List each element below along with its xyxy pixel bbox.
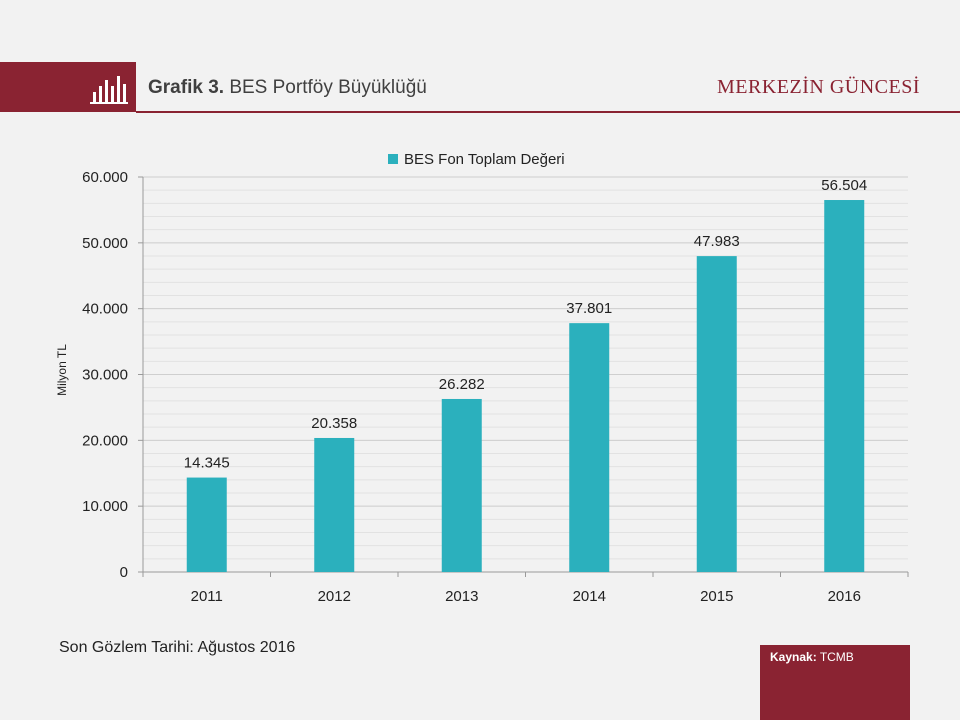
- x-tick-label: 2016: [828, 588, 861, 605]
- bar-2015: [696, 256, 737, 572]
- data-label-2011: 14.345: [184, 455, 230, 472]
- bars: [186, 200, 865, 573]
- source-box: Kaynak: TCMB: [760, 645, 910, 720]
- data-label-2016: 56.504: [821, 177, 867, 194]
- x-tick-label: 2015: [700, 588, 733, 605]
- x-tick-label: 2012: [318, 588, 351, 605]
- y-tick-labels: 0 10.000 20.000 30.000 40.000 50.000 60.000: [82, 169, 128, 581]
- brand-name: MERKEZİN GÜNCESİ: [717, 76, 920, 98]
- bar-2011: [186, 477, 227, 572]
- data-label-2014: 37.801: [566, 300, 612, 317]
- data-label-2013: 26.282: [439, 376, 485, 393]
- legend-label: BES Fon Toplam Değeri: [404, 151, 565, 168]
- bar-2014: [569, 323, 610, 572]
- y-axis-label: Milyon TL: [55, 344, 69, 396]
- y-tick-label: 10.000: [82, 498, 128, 515]
- header-accent-bar: [0, 62, 136, 112]
- chart-title: BES Portföy Büyüklüğü: [229, 77, 427, 98]
- x-tick-label: 2014: [573, 588, 606, 605]
- grid-lines: [143, 176, 908, 560]
- x-tick-label: 2011: [191, 588, 223, 605]
- data-label-2012: 20.358: [311, 415, 357, 432]
- y-tick-label: 50.000: [82, 235, 128, 252]
- data-labels: 14.345 20.358 26.282 37.801 47.983 56.504: [184, 177, 867, 472]
- chart-axes: [138, 176, 909, 577]
- bar-2012: [314, 437, 355, 572]
- y-tick-label: 30.000: [82, 367, 128, 384]
- x-tick-labels: 2011 2012 2013 2014 2015 2016: [191, 588, 861, 605]
- bar-chart-icon: [90, 76, 128, 104]
- x-tick-label: 2013: [445, 588, 478, 605]
- y-tick-label: 60.000: [82, 169, 128, 186]
- page-title: Grafik 3. BES Portföy Büyüklüğü: [148, 77, 427, 99]
- source-label: Kaynak:: [770, 650, 817, 664]
- header-rule: [136, 111, 960, 113]
- y-tick-label: 0: [120, 564, 128, 581]
- data-label-2015: 47.983: [694, 233, 740, 250]
- observation-date-note: Son Gözlem Tarihi: Ağustos 2016: [59, 639, 296, 656]
- legend-swatch: [388, 154, 398, 164]
- bar-chart: 14.345 20.358 26.282 37.801 47.983 56.504 0 10…: [55, 151, 909, 605]
- source-value: TCMB: [819, 650, 854, 664]
- legend: BES Fon Toplam Değeri: [388, 151, 565, 168]
- chart-number: Grafik 3.: [148, 77, 225, 98]
- bar-2016: [824, 200, 865, 573]
- y-tick-label: 20.000: [82, 432, 128, 449]
- bar-2013: [441, 398, 482, 572]
- y-tick-label: 40.000: [82, 301, 128, 318]
